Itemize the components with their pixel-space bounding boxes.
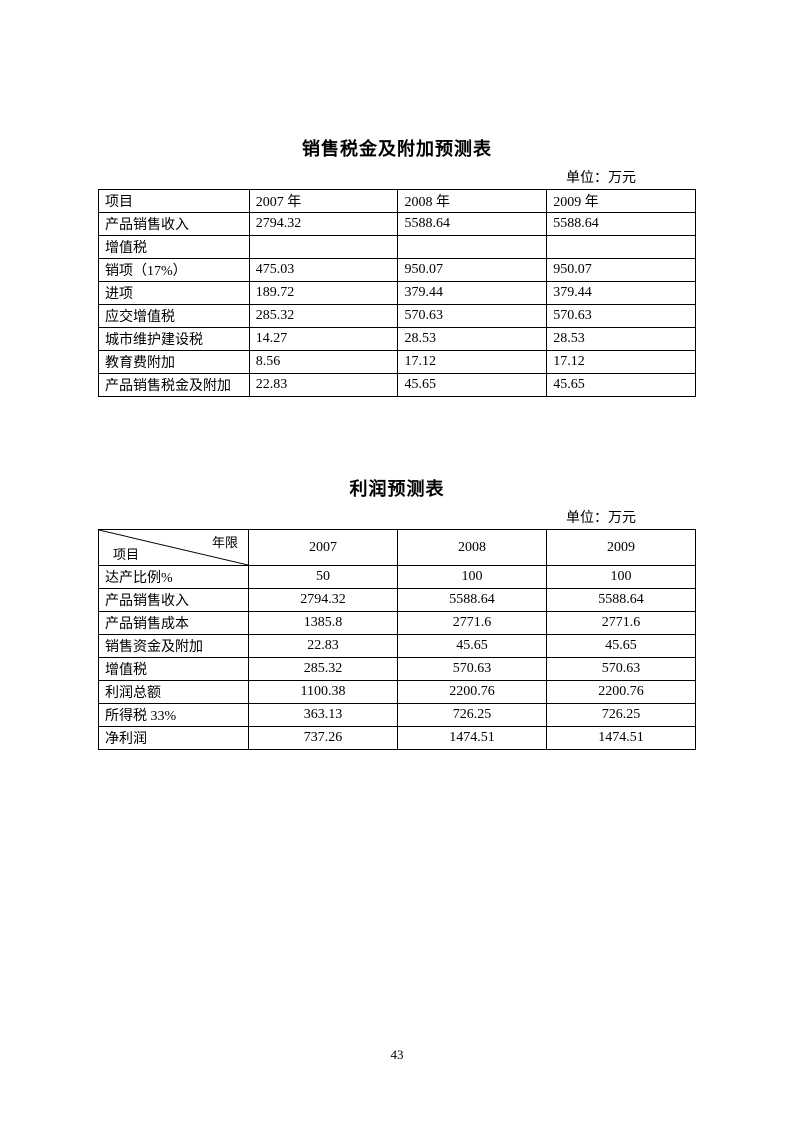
table-row: 产品销售收入2794.325588.645588.64 [99,589,696,612]
cell: 2009 [547,530,696,566]
cell: 利润总额 [99,681,249,704]
cell: 570.63 [398,658,547,681]
cell: 100 [398,566,547,589]
cell: 销项（17%） [99,259,250,282]
table2-unit: 单位：万元 [98,507,696,527]
cell: 737.26 [249,727,398,750]
cell: 项目 [99,190,250,213]
table1-unit: 单位：万元 [98,167,696,187]
cell: 285.32 [249,658,398,681]
table-row: 产品销售收入2794.325588.645588.64 [99,213,696,236]
table-row: 城市维护建设税14.2728.5328.53 [99,328,696,351]
table-row: 项目 2007 年 2008 年 2009 年 [99,190,696,213]
profit-forecast-table: 年限 项目 2007 2008 2009 达产比例%50100100 产品销售收… [98,529,696,750]
cell: 8.56 [249,351,398,374]
cell: 2007 [249,530,398,566]
cell: 285.32 [249,305,398,328]
cell: 726.25 [547,704,696,727]
cell: 达产比例% [99,566,249,589]
cell: 570.63 [547,305,696,328]
cell: 45.65 [398,635,547,658]
cell: 17.12 [547,351,696,374]
table-row: 净利润737.261474.511474.51 [99,727,696,750]
cell: 销售资金及附加 [99,635,249,658]
diag-bottom-label: 项目 [113,544,139,563]
cell: 950.07 [398,259,547,282]
cell: 2771.6 [398,612,547,635]
cell: 570.63 [547,658,696,681]
cell: 379.44 [547,282,696,305]
cell: 22.83 [249,374,398,397]
cell: 1474.51 [398,727,547,750]
cell: 2009 年 [547,190,696,213]
cell [398,236,547,259]
cell: 产品销售成本 [99,612,249,635]
cell: 城市维护建设税 [99,328,250,351]
cell: 2794.32 [249,589,398,612]
cell: 产品销售税金及附加 [99,374,250,397]
table-row: 产品销售税金及附加22.8345.6545.65 [99,374,696,397]
table-row: 利润总额1100.382200.762200.76 [99,681,696,704]
cell: 2200.76 [547,681,696,704]
cell: 100 [547,566,696,589]
cell: 5588.64 [398,589,547,612]
cell: 净利润 [99,727,249,750]
cell: 14.27 [249,328,398,351]
cell: 产品销售收入 [99,589,249,612]
cell: 1385.8 [249,612,398,635]
table-row: 教育费附加8.5617.1217.12 [99,351,696,374]
cell: 726.25 [398,704,547,727]
cell: 45.65 [547,374,696,397]
sales-tax-forecast-table: 项目 2007 年 2008 年 2009 年 产品销售收入2794.32558… [98,189,696,397]
cell [547,236,696,259]
cell: 17.12 [398,351,547,374]
table-row: 产品销售成本1385.82771.62771.6 [99,612,696,635]
table-row: 销售资金及附加22.8345.6545.65 [99,635,696,658]
cell: 2007 年 [249,190,398,213]
table-row: 增值税 [99,236,696,259]
table2-title: 利润预测表 [98,475,696,501]
cell: 570.63 [398,305,547,328]
cell: 28.53 [547,328,696,351]
table1-title: 销售税金及附加预测表 [98,135,696,161]
diagonal-header-cell: 年限 项目 [99,530,249,566]
table-row: 年限 项目 2007 2008 2009 [99,530,696,566]
cell: 1100.38 [249,681,398,704]
table-row: 应交增值税285.32570.63570.63 [99,305,696,328]
cell: 2794.32 [249,213,398,236]
cell: 1474.51 [547,727,696,750]
cell: 475.03 [249,259,398,282]
cell: 2771.6 [547,612,696,635]
table-row: 进项189.72379.44379.44 [99,282,696,305]
cell: 2008 年 [398,190,547,213]
cell: 5588.64 [398,213,547,236]
cell: 进项 [99,282,250,305]
cell: 45.65 [547,635,696,658]
cell: 2200.76 [398,681,547,704]
table-row: 增值税285.32570.63570.63 [99,658,696,681]
cell: 应交增值税 [99,305,250,328]
cell: 22.83 [249,635,398,658]
cell: 45.65 [398,374,547,397]
cell: 379.44 [398,282,547,305]
cell: 5588.64 [547,213,696,236]
table-row: 所得税 33%363.13726.25726.25 [99,704,696,727]
table-row: 销项（17%）475.03950.07950.07 [99,259,696,282]
cell: 950.07 [547,259,696,282]
cell: 5588.64 [547,589,696,612]
cell: 50 [249,566,398,589]
cell: 28.53 [398,328,547,351]
table-row: 达产比例%50100100 [99,566,696,589]
cell: 增值税 [99,236,250,259]
cell: 教育费附加 [99,351,250,374]
cell: 所得税 33% [99,704,249,727]
cell: 增值税 [99,658,249,681]
cell: 189.72 [249,282,398,305]
cell: 2008 [398,530,547,566]
page-number: 43 [0,1047,794,1063]
cell: 产品销售收入 [99,213,250,236]
diag-top-label: 年限 [212,532,238,551]
cell [249,236,398,259]
cell: 363.13 [249,704,398,727]
